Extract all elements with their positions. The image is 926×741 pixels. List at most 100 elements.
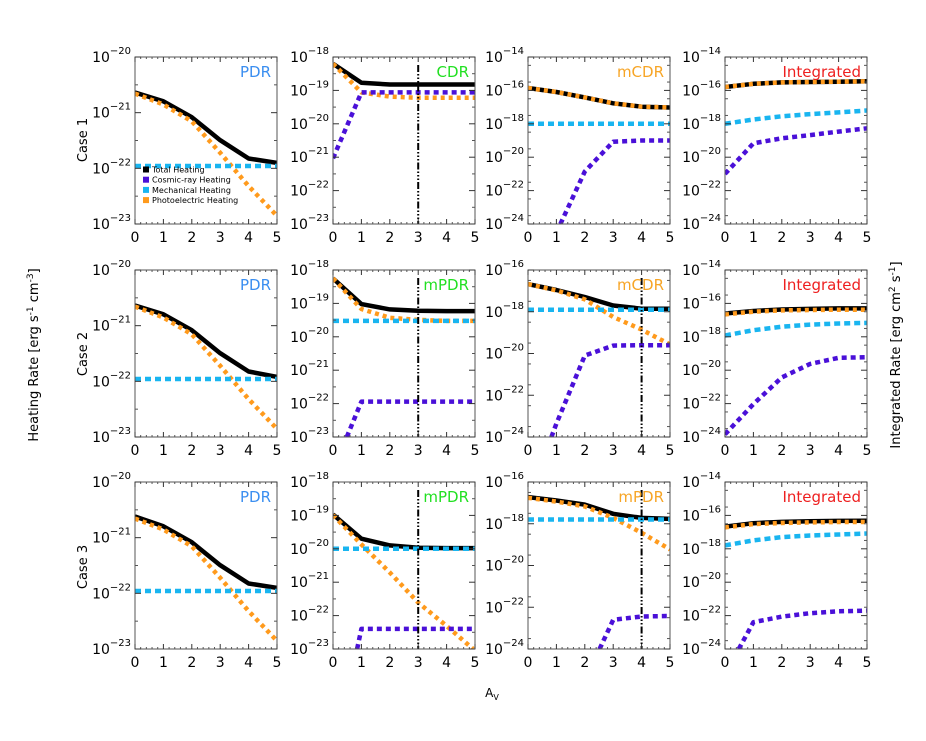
series-cosmic-ray-heating-line — [333, 90, 475, 160]
panel-label: PDR — [240, 63, 271, 81]
panel-1-3: 0 1 2 3 4 5 10−24 10−22 10−20 10−18 10−16 10−14 mCDR — [485, 46, 674, 246]
plot-frame — [724, 481, 868, 650]
y-tick-label: 10−21 — [92, 315, 131, 335]
y-tick-label: 10−20 — [485, 146, 524, 166]
panel-2-1: 0 1 2 3 4 5 10−23 10−22 10−21 10−20 PDR — [92, 259, 281, 459]
y-tick-label: 10−24 — [682, 638, 721, 658]
series-cosmic-ray-heating-line — [344, 399, 475, 437]
x-tick-label: 1 — [357, 230, 366, 246]
series-mechanical-heating-line — [725, 320, 867, 338]
y-tick-label: 10−16 — [485, 79, 524, 99]
x-tick-label: 3 — [414, 655, 423, 671]
plot-frame — [332, 481, 476, 650]
x-tick-label: 2 — [385, 230, 394, 246]
x-tick-label: 0 — [524, 443, 533, 459]
y-tick-label: 10−18 — [682, 113, 721, 133]
row-label-case-2: Case 2 — [76, 332, 91, 376]
series-photoelectric-heating-line — [528, 495, 670, 552]
x-tick-label: 5 — [471, 655, 480, 671]
y-tick-label: 10−22 — [485, 384, 524, 404]
panel-3-4: 0 1 2 3 4 5 10−24 10−22 10−20 10−18 10−16 10−14 Inte… — [682, 471, 871, 671]
y-tick-label: 10−18 — [290, 46, 329, 66]
y-tick-label: 10−22 — [485, 596, 524, 616]
x-tick-label: 4 — [244, 655, 253, 671]
y-tick-label: 10−20 — [290, 113, 329, 133]
y-tick-label: 10−20 — [92, 259, 131, 279]
y-tick-label: 10−20 — [485, 555, 524, 575]
series-total-heating-line — [135, 514, 277, 591]
y-tick-label: 10−14 — [682, 471, 721, 491]
legend-entry: Mechanical Heating — [152, 186, 231, 195]
legend-swatch — [143, 176, 149, 183]
y-tick-label: 10−24 — [682, 426, 721, 446]
series-total-heating-line — [528, 494, 670, 522]
panel-label: mCDR — [617, 276, 664, 294]
x-tick-label: 1 — [749, 443, 758, 459]
plot-frame — [527, 56, 671, 225]
y-tick-label: 10−22 — [682, 393, 721, 413]
panel-label: CDR — [437, 63, 469, 81]
y-tick-label: 10−23 — [92, 638, 131, 658]
x-tick-label: 4 — [442, 655, 451, 671]
series-total-heating-line — [333, 61, 475, 87]
x-tick-label: 4 — [637, 443, 646, 459]
series-mechanical-heating-line — [725, 108, 867, 127]
x-tick-label: 0 — [329, 230, 338, 246]
series-photoelectric-heating-line — [333, 513, 475, 649]
x-tick-label: 5 — [273, 443, 282, 459]
x-axis-label: AV — [485, 686, 499, 702]
series-photoelectric-heating-line — [135, 304, 277, 431]
x-tick-label: 0 — [721, 443, 730, 459]
row-label-case-3: Case 3 — [76, 545, 91, 589]
y-tick-label: 10−21 — [92, 102, 131, 122]
y-tick-label: 10−20 — [92, 471, 131, 491]
x-tick-label: 0 — [524, 230, 533, 246]
panel-label: PDR — [240, 276, 271, 294]
series-photoelectric-heating-line — [135, 91, 277, 218]
y-tick-label: 10−16 — [682, 504, 721, 524]
row-label-case-1: Case 1 — [76, 118, 91, 162]
x-tick-label: 0 — [329, 443, 338, 459]
legend-entry: Cosmic-ray Heating — [152, 176, 231, 185]
y-tick-label: 10−18 — [682, 538, 721, 558]
plot-frame — [527, 269, 671, 438]
x-tick-label: 3 — [414, 230, 423, 246]
panel-2-3: 0 1 2 3 4 5 10−24 10−22 10−20 10−18 10−16 mCDR — [485, 259, 674, 459]
y-tick-label: 10−22 — [92, 157, 131, 177]
x-tick-label: 3 — [216, 230, 225, 246]
y-tick-label: 10−18 — [485, 113, 524, 133]
x-tick-label: 2 — [580, 443, 589, 459]
series-total-heating-line — [333, 276, 475, 314]
y-tick-label: 10−14 — [485, 46, 524, 66]
series-cosmic-ray-heating-line — [725, 126, 867, 176]
x-tick-label: 5 — [863, 443, 872, 459]
panel-2-4: 0 1 2 3 4 5 10−24 10−22 10−20 10−18 10−16 10−14 Inte… — [682, 259, 871, 459]
x-tick-label: 2 — [580, 230, 589, 246]
x-tick-label: 5 — [471, 230, 480, 246]
x-tick-label: 2 — [385, 443, 394, 459]
y-tick-label: 10−18 — [682, 326, 721, 346]
plot-frame — [134, 481, 278, 650]
y-tick-label: 10−20 — [682, 359, 721, 379]
y-tick-label: 10−21 — [290, 571, 329, 591]
y-tick-label: 10−23 — [92, 213, 131, 233]
x-tick-label: 0 — [131, 655, 140, 671]
x-tick-label: 5 — [863, 230, 872, 246]
panel-label: mPDR — [423, 276, 469, 294]
y-tick-label: 10−21 — [290, 146, 329, 166]
x-tick-label: 5 — [273, 655, 282, 671]
y-axis-label-left: Heating Rate [erg s-1 cm-3] — [26, 268, 42, 441]
series-cosmic-ray-heating-line — [736, 608, 867, 649]
legend-swatch — [143, 166, 149, 173]
y-tick-label: 10−22 — [290, 180, 329, 200]
x-tick-label: 2 — [777, 230, 786, 246]
x-tick-label: 4 — [442, 230, 451, 246]
series-total-heating-line — [528, 85, 670, 110]
y-tick-label: 10−20 — [682, 571, 721, 591]
y-tick-label: 10−16 — [682, 79, 721, 99]
x-tick-label: 0 — [721, 230, 730, 246]
y-tick-label: 10−19 — [290, 504, 329, 524]
x-tick-label: 1 — [159, 230, 168, 246]
y-tick-label: 10−22 — [290, 393, 329, 413]
